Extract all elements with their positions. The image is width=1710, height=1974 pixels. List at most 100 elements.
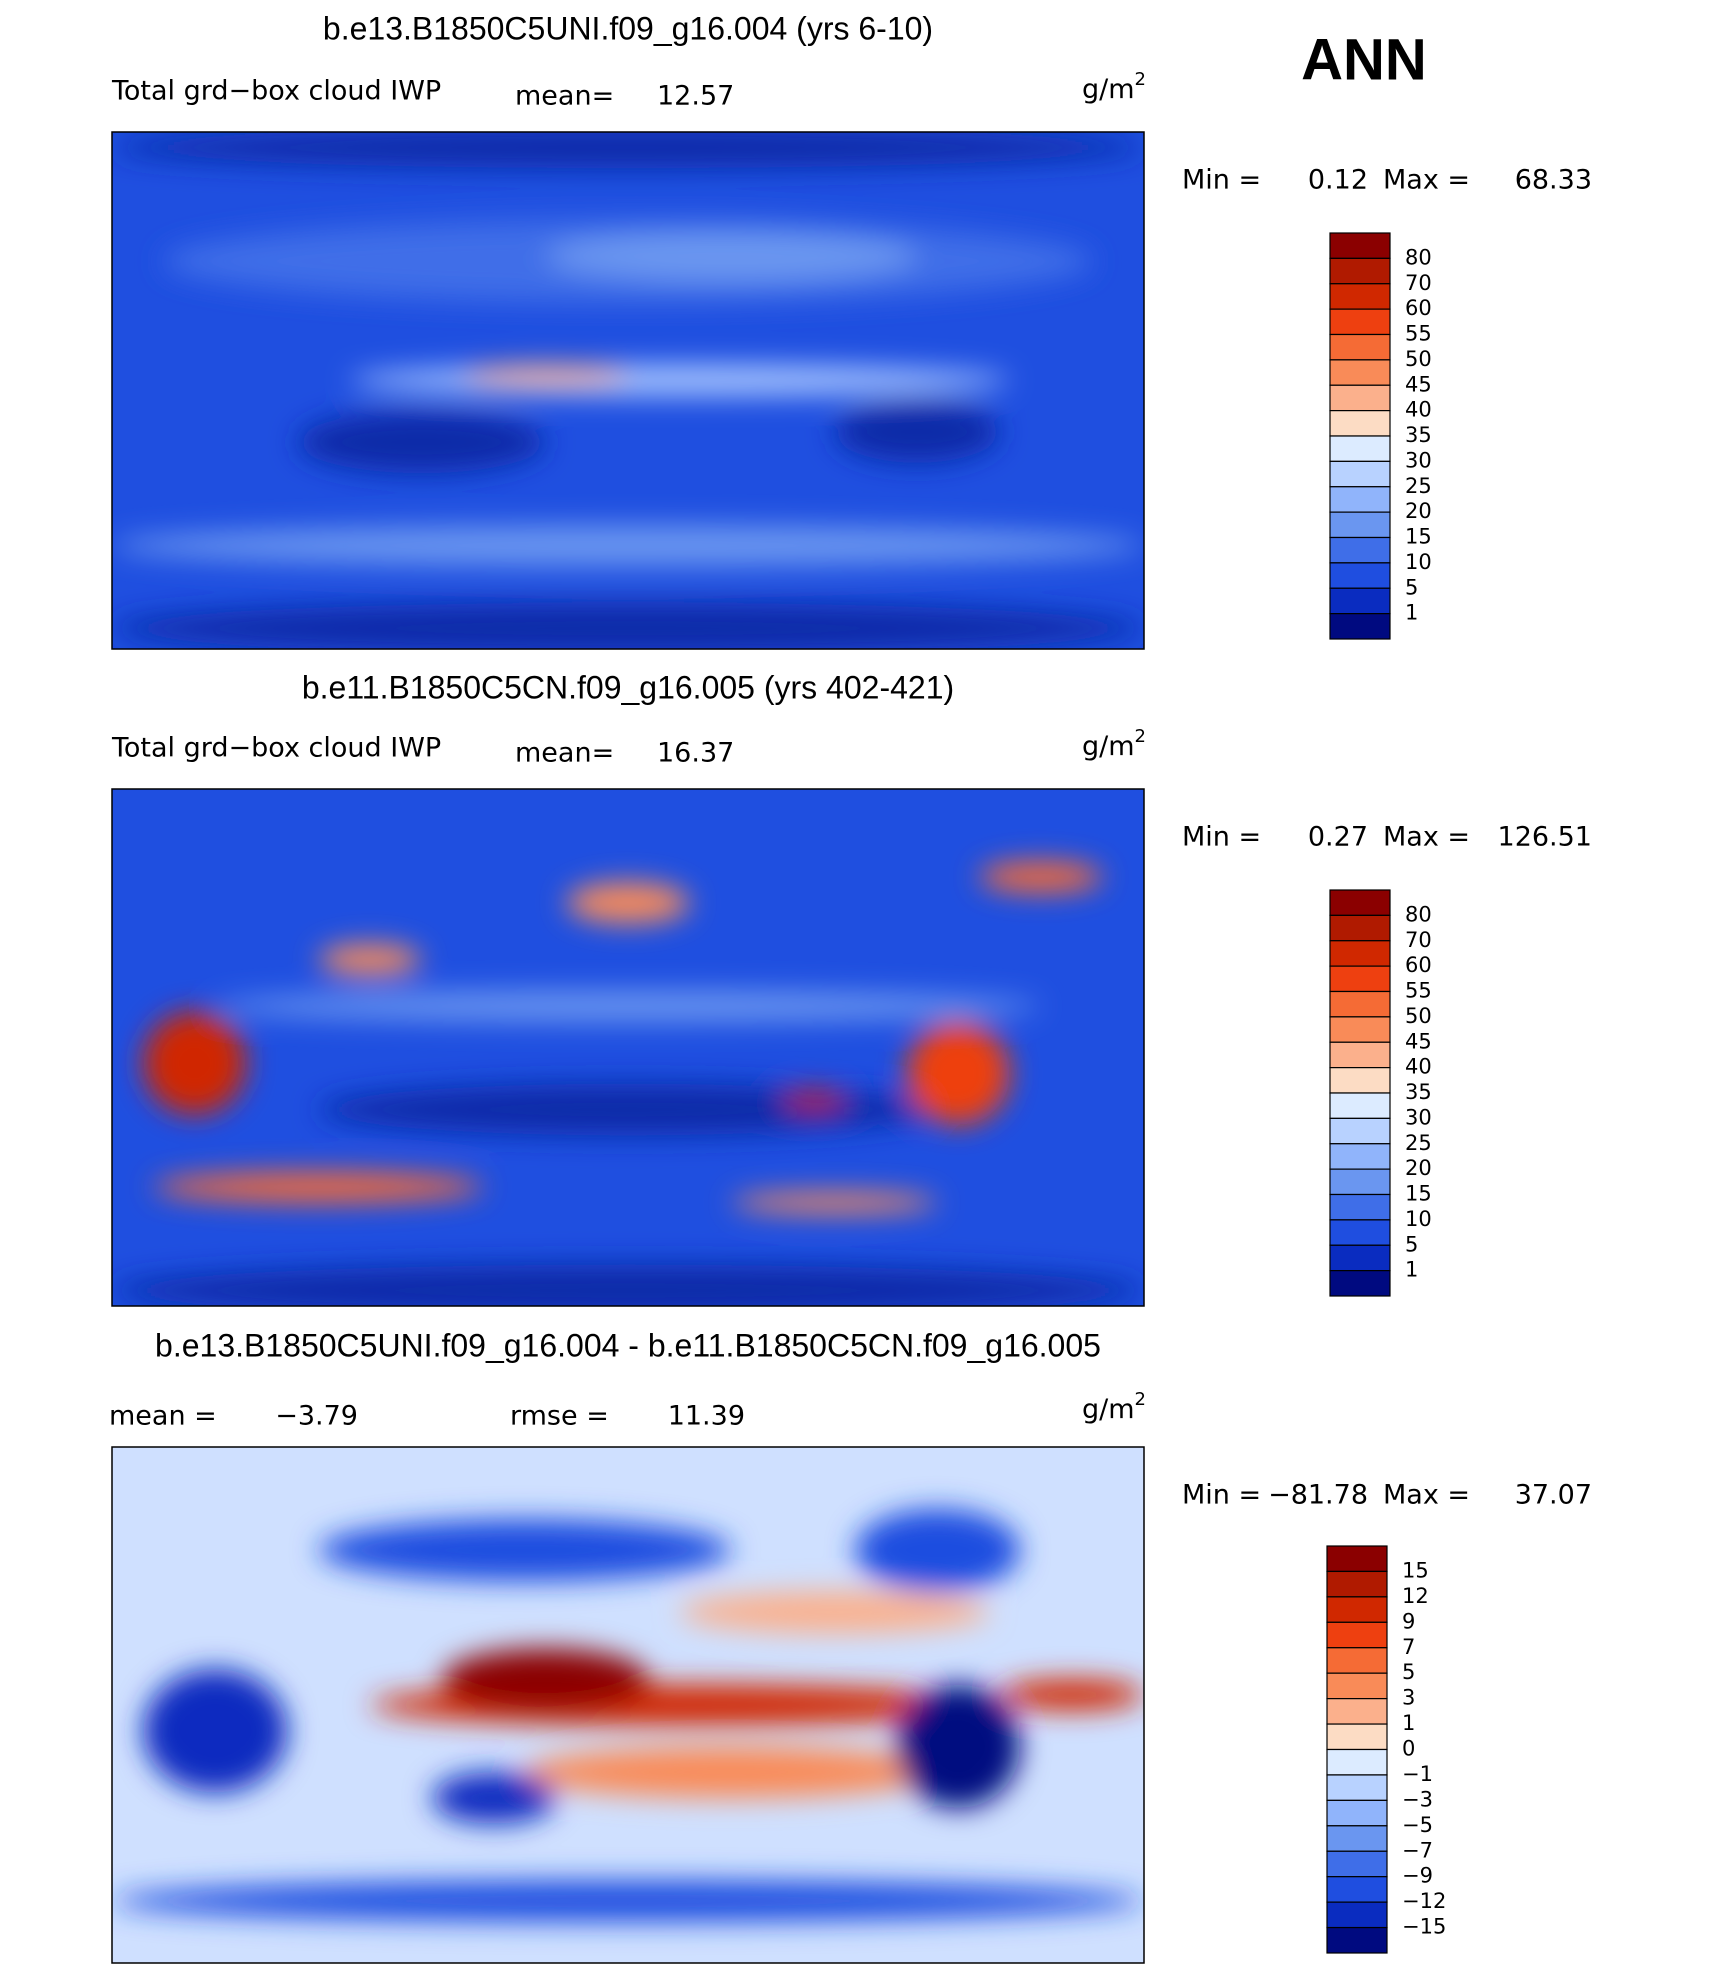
colorbar-box [1329, 1219, 1391, 1246]
colorbar-box [1329, 1067, 1391, 1094]
colorbar-label: 20 [1405, 499, 1432, 523]
colorbar-box [1329, 333, 1391, 361]
units-exponent: 2 [1135, 726, 1146, 747]
units-base: g/m [1082, 1394, 1135, 1425]
field-region [462, 364, 628, 386]
colorbar-box [1326, 1596, 1388, 1623]
colorbar-box [1329, 889, 1391, 916]
colorbar-label: 60 [1405, 296, 1432, 320]
map-frame [111, 131, 1145, 650]
panel-title: b.e13.B1850C5UNI.f09_g16.004 - b.e11.B18… [155, 1327, 1101, 1363]
colorbar-box [1329, 536, 1391, 564]
colorbar-label: 1 [1405, 601, 1418, 625]
colorbar-label: 50 [1405, 347, 1432, 371]
field-region [153, 1171, 484, 1203]
colorbar-label: 45 [1405, 1029, 1432, 1053]
colorbar-box [1326, 1621, 1388, 1649]
stat-value: 16.37 [657, 738, 734, 769]
field-region [782, 1088, 845, 1110]
units: g/m2 [1082, 69, 1146, 105]
colorbar-box [1329, 410, 1391, 437]
map-frame [111, 1446, 1145, 1964]
colorbar-label: 70 [1405, 928, 1432, 952]
colorbar-label: 50 [1405, 1004, 1432, 1028]
variable-label: Total grd−box cloud IWP [111, 733, 441, 764]
stat-value: −3.79 [275, 1401, 358, 1432]
colorbar-box [1329, 283, 1391, 310]
field-region [906, 1021, 1010, 1126]
colorbar-label: 12 [1402, 1584, 1429, 1608]
colorbar-label: 15 [1405, 1182, 1432, 1206]
min-label: Min = [1182, 1480, 1261, 1511]
season-label: ANN [1301, 27, 1427, 92]
colorbar-box [1326, 1876, 1388, 1903]
map [112, 789, 1144, 1306]
field-region [566, 882, 690, 924]
colorbar-label: 25 [1405, 1131, 1432, 1155]
field-region [999, 1679, 1144, 1711]
colorbar-box [1329, 1143, 1391, 1170]
colorbar-box [1326, 1825, 1388, 1852]
colorbar-box [1329, 308, 1391, 336]
colorbar-label: 1 [1405, 1258, 1418, 1282]
field-region [679, 1591, 990, 1633]
colorbar-box [1329, 1193, 1391, 1221]
colorbar-box [1326, 1774, 1388, 1801]
colorbar-box [1329, 384, 1391, 412]
colorbar-box [1326, 1926, 1388, 1954]
colorbar-box [1329, 1092, 1391, 1119]
colorbar-box [1329, 965, 1391, 993]
colorbar-box [1329, 914, 1391, 942]
field-region [297, 411, 546, 474]
colorbar-label: 55 [1405, 979, 1432, 1003]
units: g/m2 [1082, 726, 1146, 762]
stat-label: mean = [109, 1401, 217, 1432]
colorbar-box [1329, 232, 1391, 259]
colorbar-label: 80 [1405, 245, 1432, 269]
colorbar-label: −5 [1402, 1813, 1433, 1837]
colorbar-label: 9 [1402, 1609, 1415, 1633]
colorbar-label: 5 [1405, 575, 1418, 599]
field-region [112, 1264, 1144, 1306]
colorbar-box [1329, 1041, 1391, 1069]
units-exponent: 2 [1135, 69, 1146, 90]
map-field [112, 861, 1144, 1306]
max-value: 68.33 [1515, 165, 1592, 196]
colorbar-box [1326, 1799, 1388, 1827]
colorbar-label: 55 [1405, 322, 1432, 346]
colorbar-label: 0 [1402, 1737, 1415, 1761]
max-value: 126.51 [1498, 822, 1592, 853]
field-region [112, 524, 1144, 567]
colorbar-box [1326, 1698, 1388, 1725]
field-region [896, 1684, 1021, 1809]
colorbar-box [1326, 1723, 1388, 1751]
colorbar-label: 15 [1402, 1558, 1429, 1582]
map-frame [111, 788, 1145, 1307]
max-label: Max = [1383, 165, 1470, 196]
field-region [215, 990, 1041, 1022]
stat-value: 11.39 [668, 1401, 745, 1432]
min-label: Min = [1182, 165, 1261, 196]
map-field [112, 132, 1144, 649]
colorbar-box [1329, 359, 1391, 386]
field-region [834, 400, 1000, 463]
map [112, 132, 1144, 649]
colorbar-label: 15 [1405, 525, 1432, 549]
colorbar-label: 10 [1405, 550, 1432, 574]
min-label: Min = [1182, 822, 1261, 853]
min-value: 0.27 [1308, 822, 1368, 853]
colorbar-label: 25 [1405, 474, 1432, 498]
colorbar-box [1326, 1748, 1388, 1776]
field-region [442, 1648, 649, 1711]
field-region [731, 1192, 938, 1213]
colorbar-box [1329, 1270, 1391, 1297]
colorbar-label: 5 [1405, 1232, 1418, 1256]
colorbar-label: 20 [1405, 1156, 1432, 1180]
colorbar-box [1329, 1016, 1391, 1043]
units-base: g/m [1082, 74, 1135, 105]
field-region [524, 1746, 938, 1798]
colorbar-label: −12 [1402, 1889, 1446, 1913]
colorbar-label: 40 [1405, 398, 1432, 422]
min-value: 0.12 [1308, 165, 1368, 196]
